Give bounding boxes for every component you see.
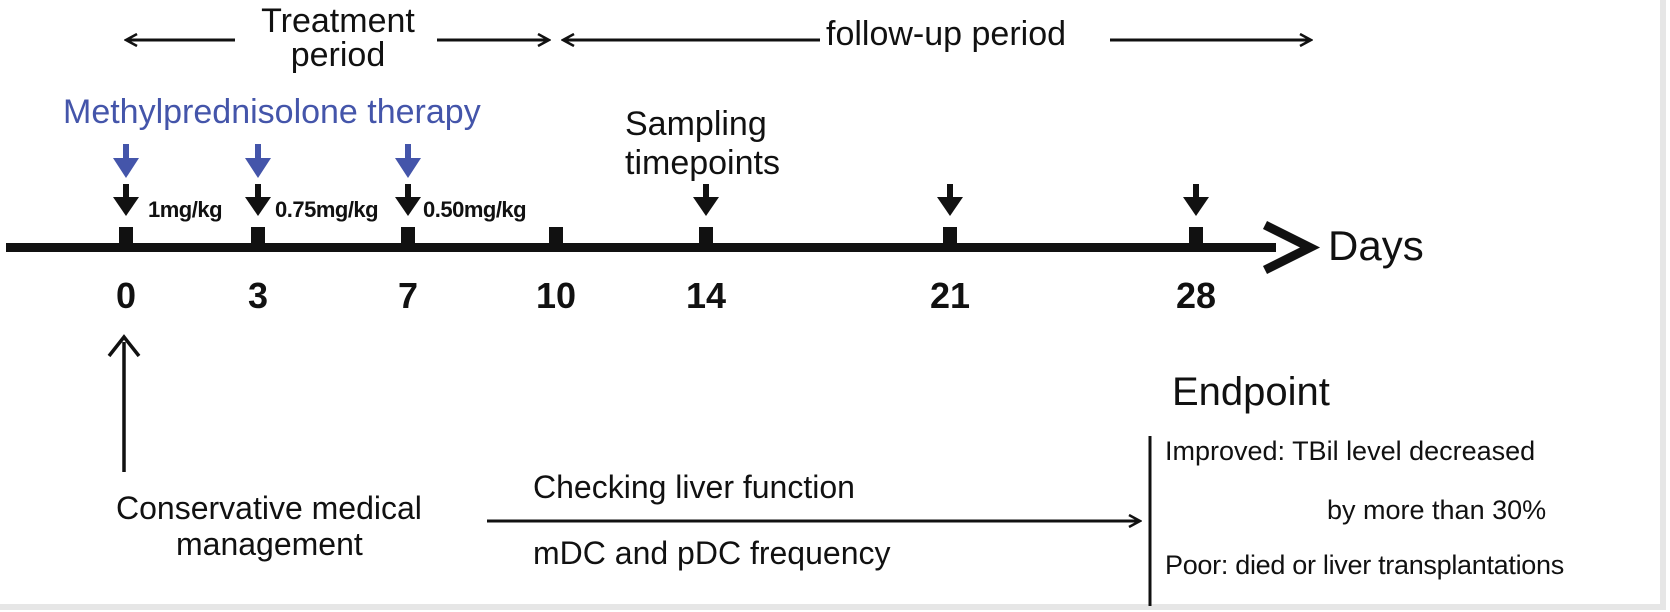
dose-label-day3: 0.75mg/kg	[275, 197, 379, 222]
therapy-arrow-day0	[113, 144, 139, 178]
tick-day10	[549, 227, 563, 243]
treatment-period-label-line1: Treatment	[261, 2, 415, 40]
sampling-label-line2: timepoints	[625, 144, 780, 182]
checking-label-line1: Checking liver function	[533, 469, 855, 505]
day-label-10: 10	[535, 275, 577, 316]
management-label-line1: Conservative medical	[116, 490, 422, 526]
sampling-arrow-day14	[693, 184, 719, 216]
axis-line	[6, 243, 1276, 252]
dose-arrow-day0	[113, 184, 139, 216]
day-label-28: 28	[1175, 275, 1217, 316]
dose-arrow-day7	[395, 184, 421, 216]
therapy-arrow-day7	[395, 144, 421, 178]
sampling-arrow-day28	[1183, 184, 1209, 216]
day-label-7: 7	[397, 275, 419, 316]
day-label-14: 14	[685, 275, 727, 316]
dose-arrow-day3	[245, 184, 271, 216]
tick-day14	[699, 227, 713, 243]
endpoint-title: Endpoint	[1172, 370, 1330, 414]
tick-day7	[401, 227, 415, 243]
sampling-label-line1: Sampling	[625, 105, 767, 143]
day-label-3: 3	[247, 275, 269, 316]
management-up-arrow	[107, 334, 141, 472]
followup-period-label: follow-up period	[826, 15, 1067, 53]
axis-days-label: Days	[1328, 222, 1424, 269]
checking-label-line2: mDC and pDC frequency	[533, 535, 891, 571]
sampling-arrow-day21	[937, 184, 963, 216]
therapy-label: Methylprednisolone therapy	[63, 93, 481, 131]
dose-label-day0: 1mg/kg	[148, 197, 223, 222]
endpoint-poor: Poor: died or liver transplantations	[1165, 550, 1564, 580]
endpoint-improved-line2: by more than 30%	[1327, 495, 1547, 525]
timeline-axis	[6, 220, 1321, 275]
treatment-period-label-line2: period	[290, 36, 386, 74]
tick-day3	[251, 227, 265, 243]
day-label-21: 21	[929, 275, 971, 316]
therapy-arrows	[113, 144, 421, 178]
tick-day21	[943, 227, 957, 243]
tick-day0	[119, 227, 133, 243]
therapy-arrow-day3	[245, 144, 271, 178]
management-label-line2: management	[176, 526, 363, 562]
axis-arrowhead	[1262, 220, 1321, 275]
dose-label-day7: 0.50mg/kg	[423, 197, 527, 222]
endpoint-improved-line1: Improved: TBil level decreased	[1165, 436, 1536, 466]
tick-day28	[1189, 227, 1203, 243]
dose-arrows	[113, 184, 421, 216]
sampling-arrows	[693, 184, 1209, 216]
day-label-0: 0	[115, 275, 137, 316]
